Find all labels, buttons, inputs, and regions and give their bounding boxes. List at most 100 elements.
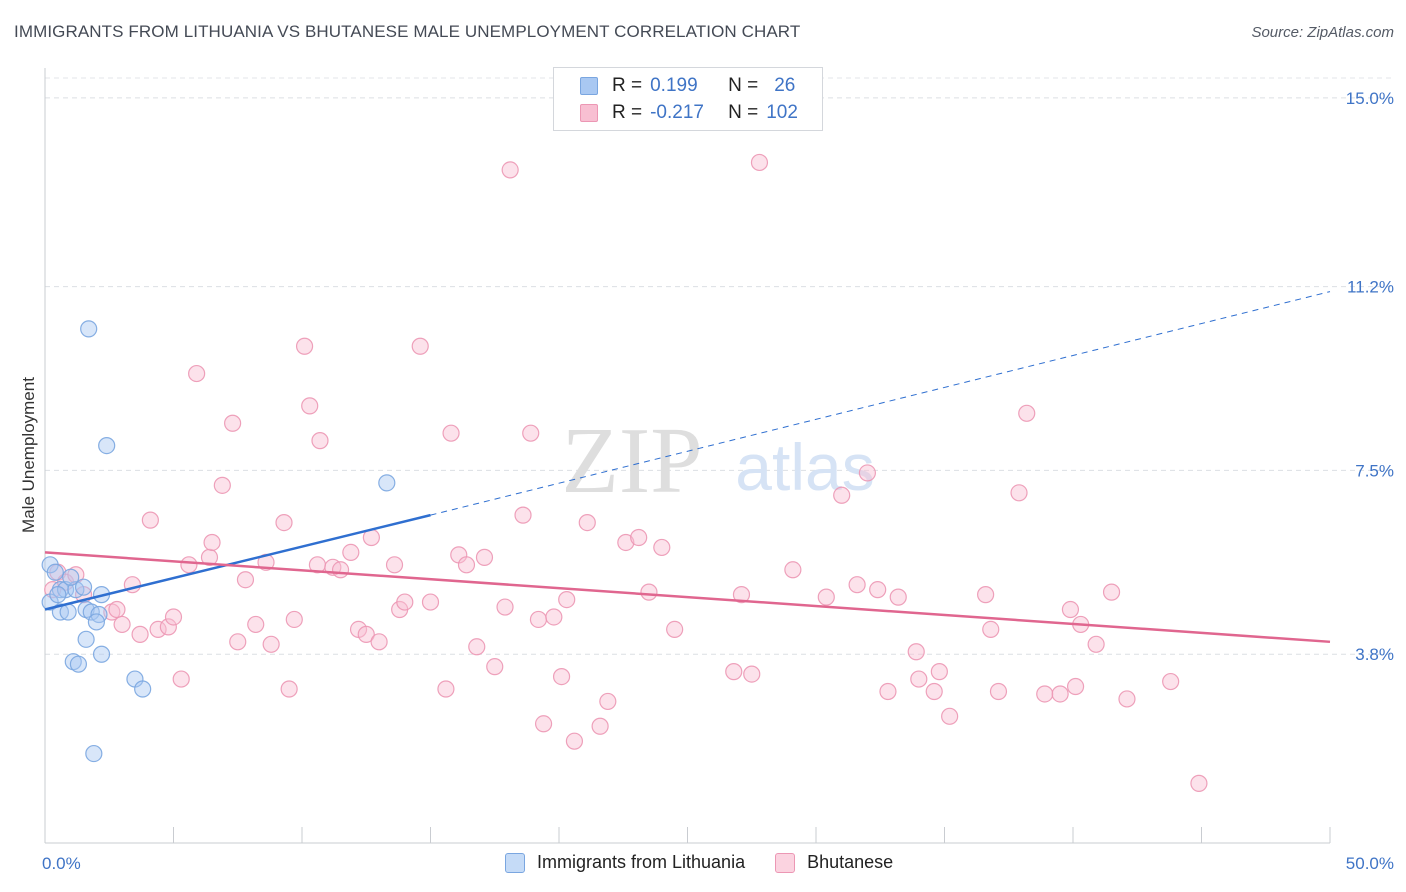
data-point[interactable] bbox=[1061, 600, 1080, 619]
data-point[interactable] bbox=[172, 670, 190, 688]
data-point[interactable] bbox=[262, 635, 280, 653]
data-point[interactable] bbox=[522, 424, 540, 442]
data-point[interactable] bbox=[113, 615, 131, 634]
data-point[interactable] bbox=[180, 556, 198, 574]
data-point[interactable] bbox=[1036, 685, 1054, 703]
data-point[interactable] bbox=[275, 513, 293, 532]
data-point[interactable] bbox=[141, 511, 159, 529]
data-point[interactable] bbox=[925, 682, 943, 701]
data-point[interactable] bbox=[907, 643, 925, 661]
data-point[interactable] bbox=[1118, 690, 1136, 708]
data-point[interactable] bbox=[159, 618, 177, 636]
data-point[interactable] bbox=[565, 732, 584, 750]
data-point[interactable] bbox=[848, 576, 866, 594]
data-point[interactable] bbox=[213, 476, 231, 494]
data-point[interactable] bbox=[131, 625, 149, 643]
data-point[interactable] bbox=[149, 620, 167, 638]
data-point[interactable] bbox=[80, 320, 98, 338]
data-point[interactable] bbox=[69, 655, 88, 673]
data-point[interactable] bbox=[879, 682, 897, 701]
data-point[interactable] bbox=[1087, 635, 1105, 653]
data-point[interactable] bbox=[869, 581, 887, 599]
data-point[interactable] bbox=[46, 563, 64, 581]
data-point[interactable] bbox=[98, 436, 116, 455]
data-point[interactable] bbox=[134, 680, 152, 698]
data-point[interactable] bbox=[977, 586, 995, 604]
data-point[interactable] bbox=[1010, 484, 1028, 502]
data-point[interactable] bbox=[421, 593, 440, 611]
data-point[interactable] bbox=[653, 538, 671, 557]
data-point[interactable] bbox=[486, 658, 504, 676]
data-point[interactable] bbox=[62, 568, 80, 586]
data-point[interactable] bbox=[578, 513, 596, 532]
data-point[interactable] bbox=[617, 533, 635, 552]
data-point[interactable] bbox=[203, 533, 221, 552]
data-point[interactable] bbox=[558, 590, 576, 609]
data-point[interactable] bbox=[342, 543, 360, 561]
data-point[interactable] bbox=[1066, 677, 1085, 696]
data-point[interactable] bbox=[370, 633, 388, 651]
data-point[interactable] bbox=[378, 474, 396, 492]
data-point[interactable] bbox=[640, 583, 658, 601]
data-point[interactable] bbox=[385, 556, 404, 574]
data-point[interactable] bbox=[475, 548, 494, 566]
data-point[interactable] bbox=[188, 364, 206, 383]
data-point[interactable] bbox=[108, 600, 126, 619]
data-point[interactable] bbox=[92, 645, 111, 663]
data-point[interactable] bbox=[552, 667, 571, 686]
data-point[interactable] bbox=[200, 548, 219, 566]
legend-item-bhutanese[interactable]: Bhutanese bbox=[775, 852, 893, 873]
data-point[interactable] bbox=[411, 337, 429, 355]
data-point[interactable] bbox=[910, 670, 928, 688]
data-point[interactable] bbox=[49, 586, 67, 604]
data-point[interactable] bbox=[468, 638, 486, 656]
data-point[interactable] bbox=[930, 663, 948, 681]
data-point[interactable] bbox=[311, 432, 329, 450]
data-point[interactable] bbox=[496, 598, 514, 616]
data-point[interactable] bbox=[164, 608, 183, 626]
data-point[interactable] bbox=[1051, 685, 1069, 703]
data-point[interactable] bbox=[591, 717, 609, 735]
data-point[interactable] bbox=[666, 620, 684, 638]
data-point[interactable] bbox=[247, 615, 265, 634]
data-point[interactable] bbox=[77, 630, 95, 648]
data-point[interactable] bbox=[743, 665, 761, 683]
data-point[interactable] bbox=[514, 506, 532, 524]
data-point[interactable] bbox=[224, 414, 242, 432]
data-point[interactable] bbox=[1190, 774, 1208, 792]
data-point[interactable] bbox=[236, 571, 255, 589]
data-point[interactable] bbox=[630, 528, 648, 547]
legend-item-lithuania[interactable]: Immigrants from Lithuania bbox=[505, 852, 745, 873]
data-point[interactable] bbox=[858, 464, 877, 482]
data-point[interactable] bbox=[732, 586, 751, 604]
data-point[interactable] bbox=[457, 556, 476, 574]
data-point[interactable] bbox=[889, 588, 907, 606]
data-point[interactable] bbox=[817, 588, 835, 606]
data-point[interactable] bbox=[437, 680, 455, 698]
data-point[interactable] bbox=[989, 682, 1008, 701]
data-point[interactable] bbox=[1102, 583, 1121, 601]
data-point[interactable] bbox=[442, 424, 460, 442]
data-point[interactable] bbox=[529, 610, 548, 629]
data-point[interactable] bbox=[85, 744, 103, 763]
data-point[interactable] bbox=[396, 593, 414, 611]
data-point[interactable] bbox=[501, 161, 519, 179]
data-point[interactable] bbox=[982, 620, 1000, 638]
data-point[interactable] bbox=[725, 663, 743, 681]
data-point[interactable] bbox=[357, 625, 375, 643]
data-point[interactable] bbox=[301, 397, 319, 415]
data-point[interactable] bbox=[285, 610, 303, 629]
data-point[interactable] bbox=[1018, 404, 1036, 422]
data-point[interactable] bbox=[941, 707, 959, 725]
data-point[interactable] bbox=[87, 613, 106, 631]
data-point[interactable] bbox=[833, 486, 851, 504]
data-point[interactable] bbox=[534, 715, 553, 733]
data-point[interactable] bbox=[599, 692, 617, 711]
data-point[interactable] bbox=[229, 633, 247, 651]
data-point[interactable] bbox=[295, 337, 314, 355]
data-point[interactable] bbox=[750, 153, 769, 172]
data-point[interactable] bbox=[280, 680, 298, 698]
data-point[interactable] bbox=[331, 561, 350, 579]
data-point[interactable] bbox=[1162, 672, 1180, 691]
data-point[interactable] bbox=[545, 608, 563, 626]
